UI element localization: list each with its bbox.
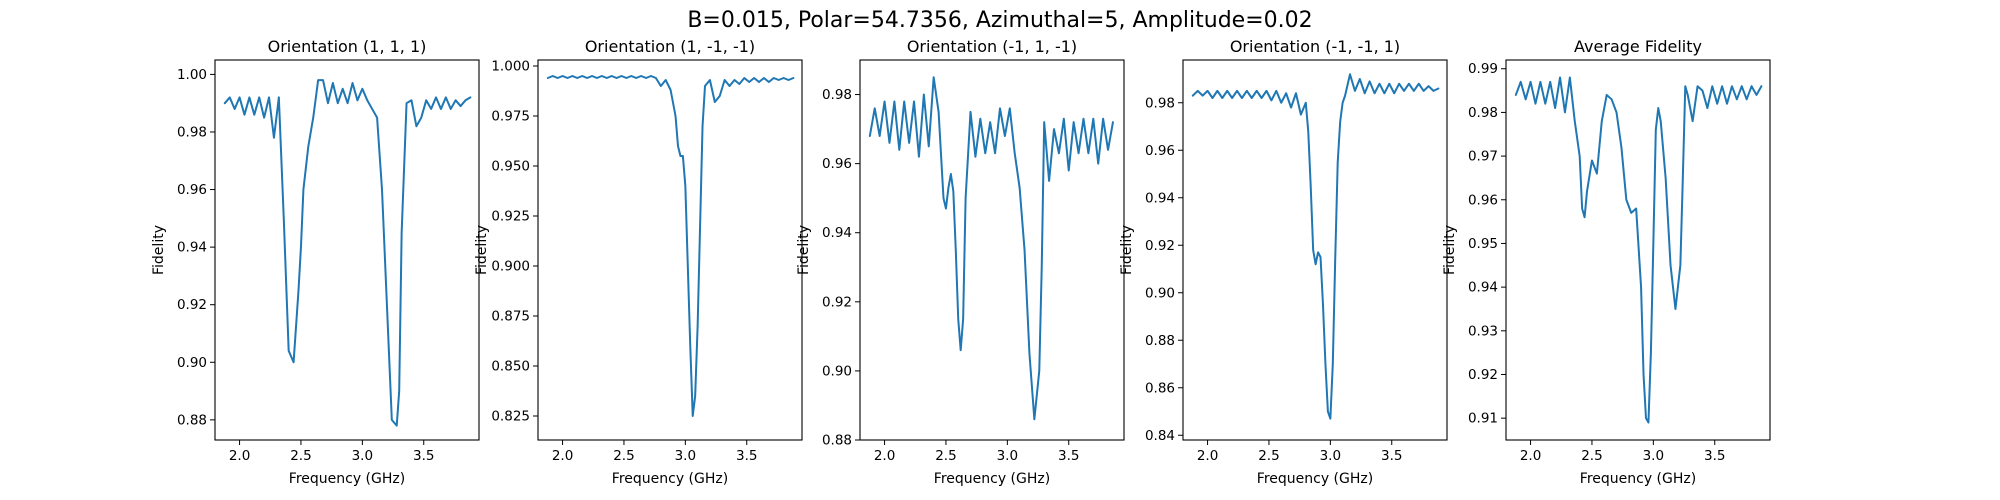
figure-suptitle: B=0.015, Polar=54.7356, Azimuthal=5, Amp… [687,8,1312,33]
y-tick-label: 0.94 [1145,190,1175,206]
x-tick-label: 3.5 [1058,448,1079,464]
series-line [1191,73,1440,420]
y-tick-label: 0.90 [1145,285,1175,301]
y-tick-label: 0.90 [822,363,852,379]
y-tick-label: 0.96 [1145,143,1175,159]
y-tick-label: 0.92 [1145,238,1175,254]
y-tick-label: 0.98 [1145,95,1175,111]
x-tick-label: 2.0 [874,448,895,464]
x-tick-label: 3.5 [413,448,434,464]
x-tick-label: 2.5 [935,448,956,464]
y-tick-label: 0.86 [1145,380,1175,396]
y-axis-label: Fidelity [1119,225,1135,275]
y-tick-label: 1.000 [491,59,530,75]
subplot-5: Average Fidelity 2.0 2.5 3.0 3.5 0.91 0.92 0.93… [1442,37,1771,487]
series-line [1514,76,1763,424]
x-tick-label: 3.5 [1704,448,1725,464]
x-tick-label: 2.5 [613,448,634,464]
y-tick-label: 0.94 [822,225,852,241]
y-axis-label: Fidelity [796,225,812,275]
x-axis-label: Frequency (GHz) [1580,471,1696,487]
y-tick-label: 0.900 [491,259,530,275]
x-tick-label: 3.0 [997,448,1018,464]
axes-frame [214,59,480,441]
x-tick-label: 2.5 [1258,448,1279,464]
y-tick-label: 0.95 [1468,236,1498,252]
x-tick-label: 3.0 [352,448,373,464]
x-tick-label: 3.0 [675,448,696,464]
y-tick-label: 0.96 [1468,192,1498,208]
y-tick-label: 0.96 [822,156,852,172]
y-tick-label: 0.92 [1468,367,1498,383]
subplot-title: Orientation (-1, 1, -1) [907,37,1077,56]
y-tick-label: 0.96 [177,182,207,198]
x-axis-label: Frequency (GHz) [934,471,1050,487]
x-tick-label: 2.0 [229,448,250,464]
y-tick-label: 0.93 [1468,323,1498,339]
y-tick-label: 1.00 [177,67,207,83]
y-tick-label: 0.84 [1145,428,1175,444]
subplot-title: Orientation (1, 1, 1) [268,37,427,56]
x-tick-label: 3.0 [1320,448,1341,464]
y-tick-label: 0.825 [491,409,530,425]
y-tick-label: 0.875 [491,309,530,325]
x-tick-label: 2.5 [1581,448,1602,464]
y-tick-label: 0.91 [1468,411,1498,427]
y-axis-label: Fidelity [474,225,490,275]
y-tick-label: 0.88 [1145,333,1175,349]
x-axis-label: Frequency (GHz) [1257,471,1373,487]
y-axis-label: Fidelity [151,225,167,275]
y-tick-label: 0.98 [177,124,207,140]
x-tick-label: 2.0 [1520,448,1541,464]
x-axis-label: Frequency (GHz) [612,471,728,487]
subplot-title: Orientation (-1, -1, 1) [1230,37,1400,56]
y-tick-label: 0.98 [822,87,852,103]
y-tick-label: 0.975 [491,109,530,125]
subplot-4: Orientation (-1, -1, 1) 2.0 2.5 3.0 3.5 0.84 0… [1119,37,1448,487]
y-tick-label: 0.90 [177,355,207,371]
y-tick-label: 0.97 [1468,149,1498,165]
y-tick-label: 0.92 [177,297,207,313]
series-line [223,79,472,427]
series-line [546,75,795,417]
x-tick-label: 3.5 [736,448,757,464]
y-tick-label: 0.88 [177,412,207,428]
axes-frame [537,59,803,441]
subplot-3: Orientation (-1, 1, -1) 2.0 2.5 3.0 3.5 0.88 0… [796,37,1125,487]
y-tick-label: 0.94 [177,240,207,256]
series-line [868,76,1114,421]
y-tick-label: 0.92 [822,294,852,310]
y-tick-label: 0.94 [1468,280,1498,296]
x-tick-label: 2.0 [1197,448,1218,464]
y-tick-label: 0.850 [491,359,530,375]
axes-frame [1505,59,1771,441]
axes-frame [1182,59,1448,441]
subplot-2: Orientation (1, -1, -1) 2.0 2.5 3.0 3.5 0.825… [474,37,803,487]
y-axis-label: Fidelity [1442,225,1458,275]
y-tick-label: 0.99 [1468,61,1498,77]
subplot-title: Average Fidelity [1574,37,1702,56]
x-tick-label: 3.5 [1381,448,1402,464]
y-tick-label: 0.950 [491,159,530,175]
subplot-1: Orientation (1, 1, 1) 2.0 2.5 3.0 3.5 0.88 0.9… [151,37,480,487]
panels: Orientation (1, 1, 1) 2.0 2.5 3.0 3.5 0.88 0.9… [151,37,1771,487]
y-tick-label: 0.88 [822,433,852,449]
subplot-title: Orientation (1, -1, -1) [585,37,755,56]
x-tick-label: 2.0 [552,448,573,464]
x-axis-label: Frequency (GHz) [289,471,405,487]
x-tick-label: 3.0 [1643,448,1664,464]
axes-frame [859,59,1125,441]
x-tick-label: 2.5 [290,448,311,464]
y-tick-label: 0.98 [1468,105,1498,121]
y-tick-label: 0.925 [491,209,530,225]
